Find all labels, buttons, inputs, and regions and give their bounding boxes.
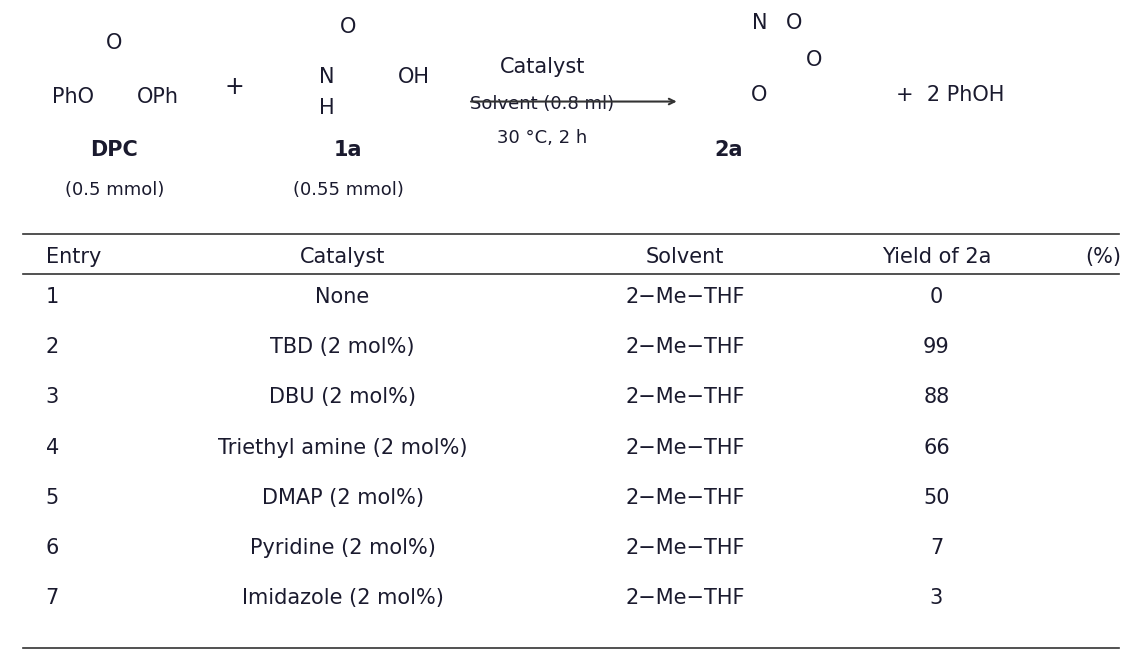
Text: DMAP (2 mol%): DMAP (2 mol%) — [262, 488, 424, 508]
Text: +  2 PhOH: + 2 PhOH — [896, 85, 1005, 105]
Text: 2−Me−THF: 2−Me−THF — [626, 438, 745, 458]
Text: PhO: PhO — [53, 87, 94, 107]
Text: O: O — [806, 50, 822, 70]
Text: TBD (2 mol%): TBD (2 mol%) — [271, 337, 415, 357]
Text: 30 °C, 2 h: 30 °C, 2 h — [497, 130, 588, 147]
Text: 1a: 1a — [335, 140, 362, 160]
Text: OH: OH — [397, 67, 429, 87]
Text: Solvent: Solvent — [646, 247, 724, 267]
Text: 2−Me−THF: 2−Me−THF — [626, 588, 745, 608]
Text: N: N — [319, 67, 335, 87]
Text: 7: 7 — [930, 538, 943, 558]
Text: 99: 99 — [923, 337, 950, 357]
Text: 6: 6 — [46, 538, 59, 558]
Text: 0: 0 — [930, 287, 943, 307]
Text: Catalyst: Catalyst — [500, 57, 585, 77]
Text: 4: 4 — [46, 438, 59, 458]
Text: Imidazole (2 mol%): Imidazole (2 mol%) — [242, 588, 443, 608]
Text: 3: 3 — [930, 588, 943, 608]
Text: 2: 2 — [46, 337, 59, 357]
Text: O: O — [786, 13, 802, 33]
Text: 2−Me−THF: 2−Me−THF — [626, 287, 745, 307]
Text: 2−Me−THF: 2−Me−THF — [626, 337, 745, 357]
Text: Solvent (0.8 ml): Solvent (0.8 ml) — [471, 95, 614, 112]
Text: None: None — [315, 287, 370, 307]
Text: Triethyl amine (2 mol%): Triethyl amine (2 mol%) — [218, 438, 467, 458]
Text: 50: 50 — [923, 488, 950, 508]
Text: DPC: DPC — [90, 140, 138, 160]
Text: 88: 88 — [924, 387, 949, 407]
Text: Pyridine (2 mol%): Pyridine (2 mol%) — [250, 538, 435, 558]
Text: 2−Me−THF: 2−Me−THF — [626, 538, 745, 558]
Text: (0.5 mmol): (0.5 mmol) — [64, 182, 164, 199]
Text: 1: 1 — [46, 287, 59, 307]
Text: 2−Me−THF: 2−Me−THF — [626, 387, 745, 407]
Text: O: O — [751, 85, 767, 105]
Text: H: H — [319, 98, 335, 118]
Text: OPh: OPh — [137, 87, 178, 107]
Text: Entry: Entry — [46, 247, 100, 267]
Text: 3: 3 — [46, 387, 59, 407]
Text: 66: 66 — [923, 438, 950, 458]
Text: (%): (%) — [1085, 247, 1121, 267]
Text: +: + — [224, 75, 244, 99]
Text: (0.55 mmol): (0.55 mmol) — [292, 182, 404, 199]
Text: 2a: 2a — [715, 140, 742, 160]
Text: Catalyst: Catalyst — [300, 247, 385, 267]
Text: 2−Me−THF: 2−Me−THF — [626, 488, 745, 508]
Text: O: O — [340, 17, 356, 37]
Text: Yield of 2a: Yield of 2a — [882, 247, 991, 267]
Text: N: N — [751, 13, 767, 33]
Text: DBU (2 mol%): DBU (2 mol%) — [270, 387, 416, 407]
Text: 5: 5 — [46, 488, 59, 508]
Text: 7: 7 — [46, 588, 59, 608]
Text: O: O — [106, 33, 122, 53]
